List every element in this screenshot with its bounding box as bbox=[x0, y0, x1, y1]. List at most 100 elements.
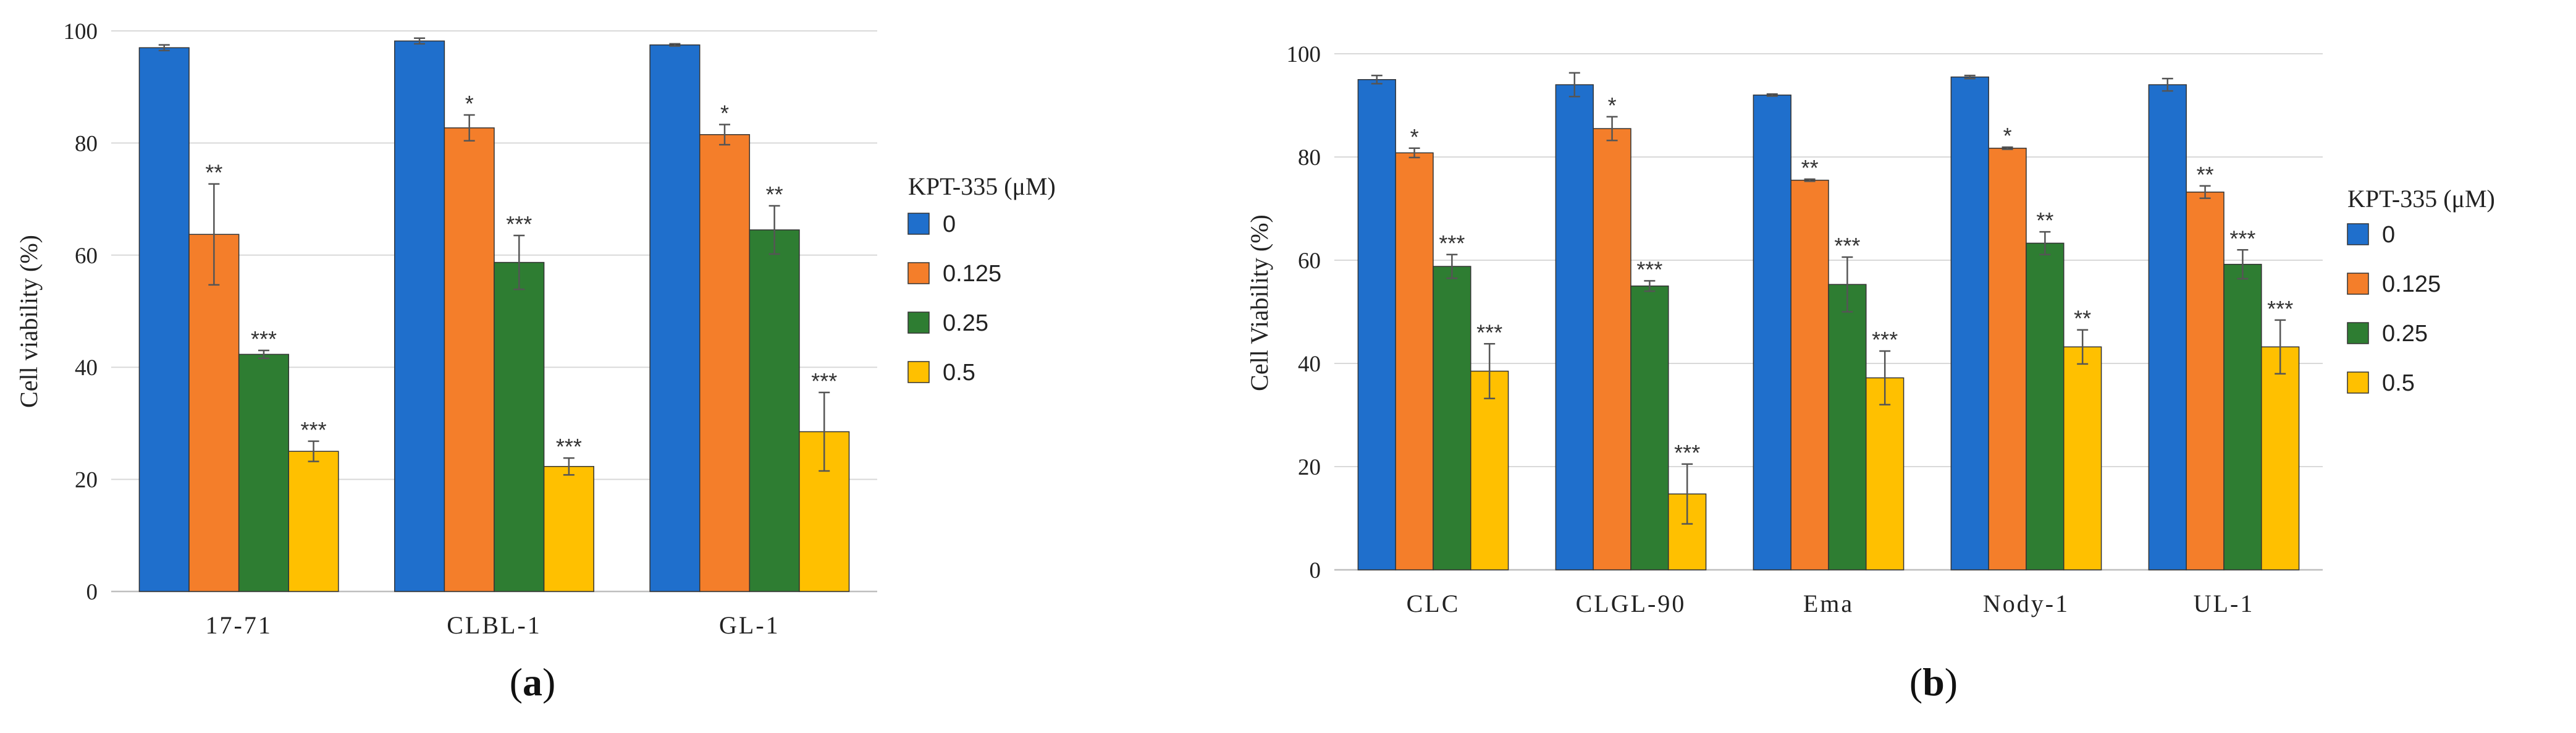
bar bbox=[649, 44, 701, 592]
chart-b: Cell Viability (%) 020406080100*******CL… bbox=[1245, 42, 2323, 617]
significance-marker: *** bbox=[2229, 226, 2255, 251]
chart-a: Cell viability (%) 020406080100********1… bbox=[15, 19, 877, 639]
bar bbox=[699, 134, 751, 592]
bar bbox=[394, 40, 445, 592]
bar bbox=[1950, 76, 1989, 570]
significance-marker: * bbox=[1410, 124, 1419, 150]
bar bbox=[1593, 128, 1631, 570]
y-tick-label: 80 bbox=[1298, 145, 1321, 171]
y-tick-label: 100 bbox=[1287, 42, 1321, 67]
panel-label-a: (a) bbox=[510, 660, 556, 704]
bar bbox=[2026, 242, 2065, 570]
bars-a bbox=[138, 37, 850, 592]
legend-swatch bbox=[907, 311, 930, 334]
bar bbox=[188, 234, 240, 592]
bar bbox=[1470, 370, 1509, 570]
legend-swatch bbox=[907, 361, 930, 383]
bar bbox=[494, 261, 545, 592]
y-tick-label: 100 bbox=[64, 19, 98, 44]
significance-marker: *** bbox=[1439, 231, 1465, 256]
legend-swatch bbox=[2347, 223, 2369, 245]
bar bbox=[1866, 377, 1905, 570]
y-tick-label: 80 bbox=[75, 131, 98, 156]
significance-marker: ** bbox=[2074, 306, 2091, 331]
significance-marker: *** bbox=[811, 368, 837, 394]
significance-marker: *** bbox=[1476, 320, 1502, 345]
bars-b bbox=[1357, 72, 2300, 570]
y-axis-label-a: Cell viability (%) bbox=[15, 235, 43, 408]
significance-marker: * bbox=[2003, 123, 2012, 148]
panel-label-b: (b) bbox=[1909, 660, 1958, 704]
legend-entry-label: 0.125 bbox=[2382, 271, 2441, 297]
bar bbox=[1988, 148, 2027, 570]
significance-marker: ** bbox=[2197, 162, 2214, 187]
significance-marker: *** bbox=[1636, 256, 1662, 282]
bar bbox=[2063, 346, 2102, 570]
x-tick-label: CLC bbox=[1407, 590, 1460, 617]
legend-swatch bbox=[2347, 322, 2369, 344]
legend-swatch bbox=[907, 213, 930, 235]
legend-swatch bbox=[2347, 371, 2369, 394]
bar bbox=[1433, 266, 1471, 570]
significance-marker: *** bbox=[1834, 233, 1860, 258]
bar bbox=[2148, 84, 2187, 570]
legend-swatch bbox=[2347, 273, 2369, 295]
y-tick-label: 20 bbox=[75, 468, 98, 493]
tick-labels-a: 020406080100********17-71*******CLBL-1**… bbox=[64, 19, 838, 639]
significance-marker: *** bbox=[251, 326, 277, 352]
legend-entry-label: 0.125 bbox=[943, 261, 1001, 287]
significance-marker: * bbox=[1608, 93, 1617, 118]
bar bbox=[1790, 179, 1829, 570]
x-tick-label: UL-1 bbox=[2194, 590, 2255, 617]
bar bbox=[1630, 286, 1669, 570]
significance-marker: *** bbox=[1872, 327, 1898, 352]
legend-entry-label: 0.25 bbox=[943, 310, 988, 336]
bar bbox=[138, 47, 190, 592]
legend-entry-label: 0.25 bbox=[2382, 321, 2428, 347]
legend-entry-label: 0.5 bbox=[943, 360, 975, 386]
significance-marker: *** bbox=[506, 211, 532, 237]
x-tick-label: Nody-1 bbox=[1983, 590, 2069, 617]
legend-swatch bbox=[907, 262, 930, 284]
legend-a: KPT-335 (μM) 0 0.125 0.25 0.5 bbox=[907, 172, 1056, 386]
significance-marker: ** bbox=[205, 160, 222, 185]
significance-marker: * bbox=[720, 100, 729, 125]
x-tick-label: GL-1 bbox=[719, 611, 780, 639]
bar bbox=[749, 229, 800, 592]
y-tick-label: 0 bbox=[86, 580, 98, 605]
bar bbox=[1753, 95, 1791, 570]
y-tick-label: 0 bbox=[1310, 558, 1321, 583]
x-tick-label: CLGL-90 bbox=[1576, 590, 1686, 617]
legend-entry-label: 0.5 bbox=[2382, 370, 2415, 396]
y-axis-label-b: Cell Viability (%) bbox=[1245, 214, 1273, 391]
significance-marker: *** bbox=[2267, 296, 2293, 321]
bar bbox=[288, 451, 339, 592]
bar bbox=[238, 354, 290, 592]
legend-entry-label: 0 bbox=[2382, 222, 2395, 248]
y-tick-label: 40 bbox=[1298, 352, 1321, 377]
y-tick-label: 60 bbox=[1298, 248, 1321, 274]
legend-title-a: KPT-335 (μM) bbox=[908, 172, 1056, 200]
legend-b: KPT-335 (μM) 0 0.125 0.25 0.5 bbox=[2347, 185, 2495, 396]
bar bbox=[1395, 152, 1434, 570]
x-tick-label: CLBL-1 bbox=[447, 611, 542, 639]
significance-marker: ** bbox=[2036, 208, 2053, 233]
significance-marker: *** bbox=[301, 417, 327, 443]
x-tick-label: 17-71 bbox=[206, 611, 272, 639]
significance-marker: *** bbox=[1674, 440, 1700, 465]
y-tick-label: 60 bbox=[75, 244, 98, 269]
legend-entry-label: 0 bbox=[943, 211, 956, 237]
significance-marker: *** bbox=[556, 434, 582, 459]
y-tick-label: 20 bbox=[1298, 455, 1321, 480]
significance-marker: ** bbox=[1801, 155, 1819, 180]
bar bbox=[444, 127, 495, 592]
x-tick-label: Ema bbox=[1803, 590, 1854, 617]
tick-labels-b: 020406080100*******CLC*******CLGL-90****… bbox=[1287, 42, 2294, 617]
bar bbox=[1357, 79, 1396, 570]
significance-marker: * bbox=[465, 91, 474, 116]
significance-marker: ** bbox=[766, 182, 783, 207]
bar bbox=[2223, 263, 2262, 570]
bar bbox=[2186, 192, 2225, 570]
bar bbox=[2261, 346, 2300, 570]
